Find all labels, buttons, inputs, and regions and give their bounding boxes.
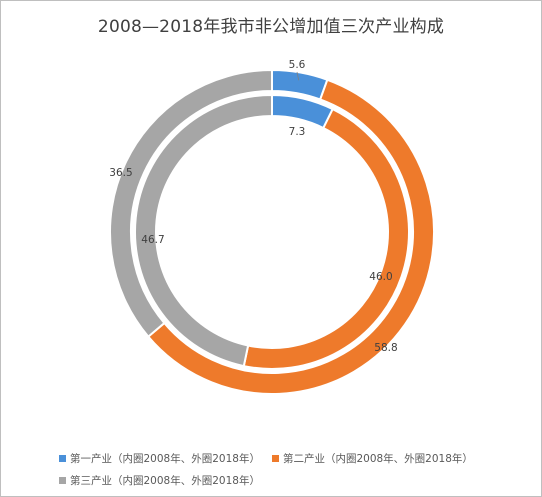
legend-swatch-primary <box>59 454 66 462</box>
legend-swatch-secondary <box>271 454 279 462</box>
outer-ring-label-secondary: 58.8 <box>374 342 397 354</box>
outer-ring-label-tertiary: 36.5 <box>109 167 132 179</box>
legend-label-primary: 第一产业（内圈2008年、外圈2018年） <box>70 452 260 465</box>
legend-label-tertiary: 第三产业（内圈2008年、外圈2018年） <box>70 474 260 487</box>
donut-chart: 7.3 46.0 46.7 5.6 58.8 36.5 <box>109 59 435 395</box>
inner-ring-label-primary: 7.3 <box>289 126 306 138</box>
outer-ring-label-primary: 5.6 <box>289 59 306 71</box>
chart-title: 2008—2018年我市非公增加值三次产业构成 <box>97 17 445 37</box>
outer-ring-slice-tertiary <box>109 68 273 339</box>
inner-ring-label-secondary: 46.0 <box>369 271 392 283</box>
legend-label-secondary: 第二产业（内圈2008年、外圈2018年） <box>282 452 473 465</box>
legend-swatch-tertiary <box>59 476 66 484</box>
legend-item-secondary: 第二产业（内圈2008年、外圈2018年） <box>271 451 473 466</box>
inner-ring-label-tertiary: 46.7 <box>141 234 164 246</box>
legend-item-tertiary: 第三产业（内圈2008年、外圈2018年） <box>59 473 260 488</box>
legend-row-1: 第一产业（内圈2008年、外圈2018年） 第二产业（内圈2008年、外圈201… <box>59 447 529 469</box>
legend-item-primary: 第一产业（内圈2008年、外圈2018年） <box>59 451 260 466</box>
outer-label-leader-line <box>296 71 300 81</box>
legend: 第一产业（内圈2008年、外圈2018年） 第二产业（内圈2008年、外圈201… <box>59 447 529 491</box>
legend-row-2: 第三产业（内圈2008年、外圈2018年） <box>59 469 529 491</box>
inner-ring-slice-tertiary <box>134 93 273 368</box>
